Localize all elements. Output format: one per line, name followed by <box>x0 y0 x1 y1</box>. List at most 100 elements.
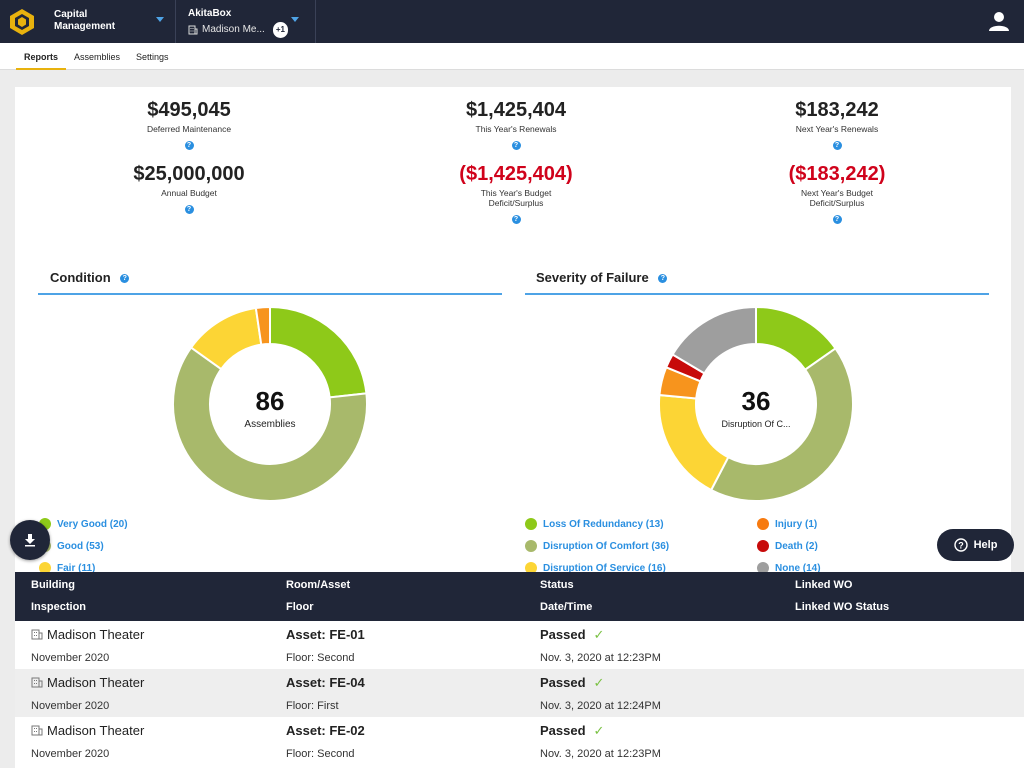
asset-cell[interactable]: Asset: FE-04 <box>286 675 365 690</box>
col-room-asset[interactable]: Room/Asset <box>286 579 351 591</box>
building-cell: Madison Theater <box>31 723 144 738</box>
datetime-cell: Nov. 3, 2020 at 12:23PM <box>540 652 661 664</box>
status-text: Passed <box>540 627 586 642</box>
table-row[interactable]: Madison Theater November 2020 Asset: FE-… <box>15 717 1024 765</box>
table-row[interactable]: Madison Theater November 2020 Asset: FE-… <box>15 669 1024 717</box>
user-icon[interactable] <box>988 10 1010 32</box>
help-button[interactable]: ? Help <box>937 529 1014 561</box>
legend-none[interactable]: None (14) <box>757 562 821 574</box>
slice-very-good[interactable] <box>269 305 368 399</box>
condition-center-label: Assemblies <box>244 419 295 430</box>
top-bar: Capital Management AkitaBox Madison Me..… <box>0 0 1024 43</box>
info-icon[interactable]: ? <box>832 215 842 224</box>
inspection-table: Building Inspection Room/Asset Floor Sta… <box>15 572 1024 768</box>
col-floor[interactable]: Floor <box>286 601 314 613</box>
download-button[interactable] <box>10 520 50 560</box>
inspection-cell: November 2020 <box>31 700 110 712</box>
col-datetime[interactable]: Date/Time <box>540 601 593 613</box>
col-linked-wo-status[interactable]: Linked WO Status <box>795 601 890 613</box>
legend-label: Good (53) <box>57 540 104 552</box>
building-cell: Madison Theater <box>31 627 144 642</box>
status-cell: Passed ✓ <box>540 627 604 643</box>
tab-bar: Reports Assemblies Settings <box>0 43 1024 70</box>
help-label: Help <box>973 539 998 551</box>
building-count-badge: +1 <box>272 22 288 38</box>
deferred-maintenance-stat: $495,045 Deferred Maintenance ? <box>79 99 299 152</box>
legend-swatch <box>525 562 537 574</box>
info-icon[interactable]: ? <box>511 215 521 224</box>
building-icon <box>31 677 43 688</box>
legend-label: Loss Of Redundancy (13) <box>543 518 664 530</box>
slice-good[interactable] <box>172 346 368 502</box>
stat-label: Next Year's Budget <box>800 188 874 198</box>
tab-assemblies[interactable]: Assemblies <box>74 52 121 62</box>
legend-disruption-of-service[interactable]: Disruption Of Service (16) <box>525 562 666 574</box>
tab-settings[interactable]: Settings <box>136 52 169 62</box>
col-status[interactable]: Status <box>540 579 574 591</box>
stat-label: Next Year's Renewals <box>795 124 879 134</box>
building-name: Madison Theater <box>47 675 145 690</box>
col-inspection[interactable]: Inspection <box>31 601 87 613</box>
datetime-cell: Nov. 3, 2020 at 12:23PM <box>540 748 661 760</box>
stat-label: This Year's Budget <box>480 188 552 198</box>
legend-very-good[interactable]: Very Good (20) <box>39 518 128 530</box>
severity-donut-chart[interactable]: 36 Disruption Of C... <box>656 304 856 504</box>
slice-disruption-of-comfort[interactable] <box>709 347 854 502</box>
check-icon: ✓ <box>593 627 605 642</box>
stat-label: Annual Budget <box>161 188 217 198</box>
slice-disruption-of-service[interactable] <box>658 393 730 492</box>
check-icon: ✓ <box>593 675 605 690</box>
legend-swatch <box>757 562 769 574</box>
condition-donut-chart[interactable]: 86 Assemblies <box>170 304 370 504</box>
stat-value: ($183,242) <box>788 163 886 185</box>
info-icon[interactable]: ? <box>120 274 130 283</box>
legend-label: Death (2) <box>775 540 818 552</box>
asset-cell[interactable]: Asset: FE-01 <box>286 627 365 642</box>
legend-swatch <box>525 518 537 530</box>
building-icon <box>31 725 43 736</box>
stat-label: Deferred Maintenance <box>146 124 232 134</box>
slice-poor[interactable] <box>254 305 271 346</box>
slice-none[interactable] <box>671 305 757 375</box>
chevron-down-icon <box>291 17 299 22</box>
app-switcher[interactable]: Capital Management <box>44 0 176 43</box>
legend-label: Injury (1) <box>775 518 818 530</box>
info-icon[interactable]: ? <box>511 141 521 150</box>
legend-label: Disruption Of Comfort (36) <box>543 540 670 552</box>
legend-swatch <box>757 540 769 552</box>
legend-label: Very Good (20) <box>57 518 128 530</box>
building-switcher[interactable]: AkitaBox Madison Me... +1 <box>176 0 316 43</box>
condition-center-value: 86 <box>256 386 285 416</box>
app-name: Capital Management <box>54 9 116 32</box>
building-icon <box>188 25 198 35</box>
legend-loss-of-redundancy[interactable]: Loss Of Redundancy (13) <box>525 518 664 530</box>
download-icon <box>25 534 35 547</box>
info-icon[interactable]: ? <box>184 141 194 150</box>
legend-fair[interactable]: Fair (11) <box>39 562 95 574</box>
legend-death[interactable]: Death (2) <box>757 540 818 552</box>
info-icon[interactable]: ? <box>658 274 668 283</box>
report-card: $495,045 Deferred Maintenance ? $25,000,… <box>15 87 1011 577</box>
col-linked-wo[interactable]: Linked WO <box>795 579 853 591</box>
status-text: Passed <box>540 723 586 738</box>
org-name: AkitaBox <box>188 8 232 19</box>
tab-reports[interactable]: Reports <box>16 43 67 70</box>
check-icon: ✓ <box>593 723 605 738</box>
annual-budget-stat: $25,000,000 Annual Budget ? <box>79 163 299 216</box>
asset-cell[interactable]: Asset: FE-02 <box>286 723 365 738</box>
floor-cell: Floor: First <box>286 700 339 712</box>
condition-title: Condition ? <box>50 270 130 285</box>
table-row[interactable]: Madison Theater November 2020 Asset: FE-… <box>15 621 1024 669</box>
status-text: Passed <box>540 675 586 690</box>
info-icon[interactable]: ? <box>184 205 194 214</box>
col-building[interactable]: Building <box>31 579 75 591</box>
legend-disruption-of-comfort[interactable]: Disruption Of Comfort (36) <box>525 540 669 552</box>
condition-title-text: Condition <box>50 270 111 285</box>
this-year-renewals-stat: $1,425,404 This Year's Renewals ? <box>406 99 626 152</box>
info-icon[interactable]: ? <box>832 141 842 150</box>
akitabox-logo[interactable] <box>0 0 44 43</box>
building-cell: Madison Theater <box>31 675 144 690</box>
table-header: Building Inspection Room/Asset Floor Sta… <box>15 572 1024 621</box>
stat-value: $25,000,000 <box>133 163 245 185</box>
legend-injury[interactable]: Injury (1) <box>757 518 817 530</box>
